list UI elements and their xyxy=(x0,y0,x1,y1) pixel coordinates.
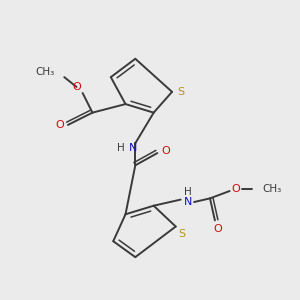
Text: S: S xyxy=(178,229,185,239)
Text: CH₃: CH₃ xyxy=(35,67,55,77)
Text: O: O xyxy=(231,184,240,194)
Text: O: O xyxy=(213,224,222,234)
Text: O: O xyxy=(72,82,81,92)
Text: S: S xyxy=(177,87,184,97)
Text: N: N xyxy=(129,143,137,153)
Text: CH₃: CH₃ xyxy=(263,184,282,194)
Text: O: O xyxy=(55,120,64,130)
Text: N: N xyxy=(184,197,192,207)
Text: O: O xyxy=(161,146,170,156)
Text: H: H xyxy=(117,143,124,153)
Text: H: H xyxy=(184,187,192,197)
